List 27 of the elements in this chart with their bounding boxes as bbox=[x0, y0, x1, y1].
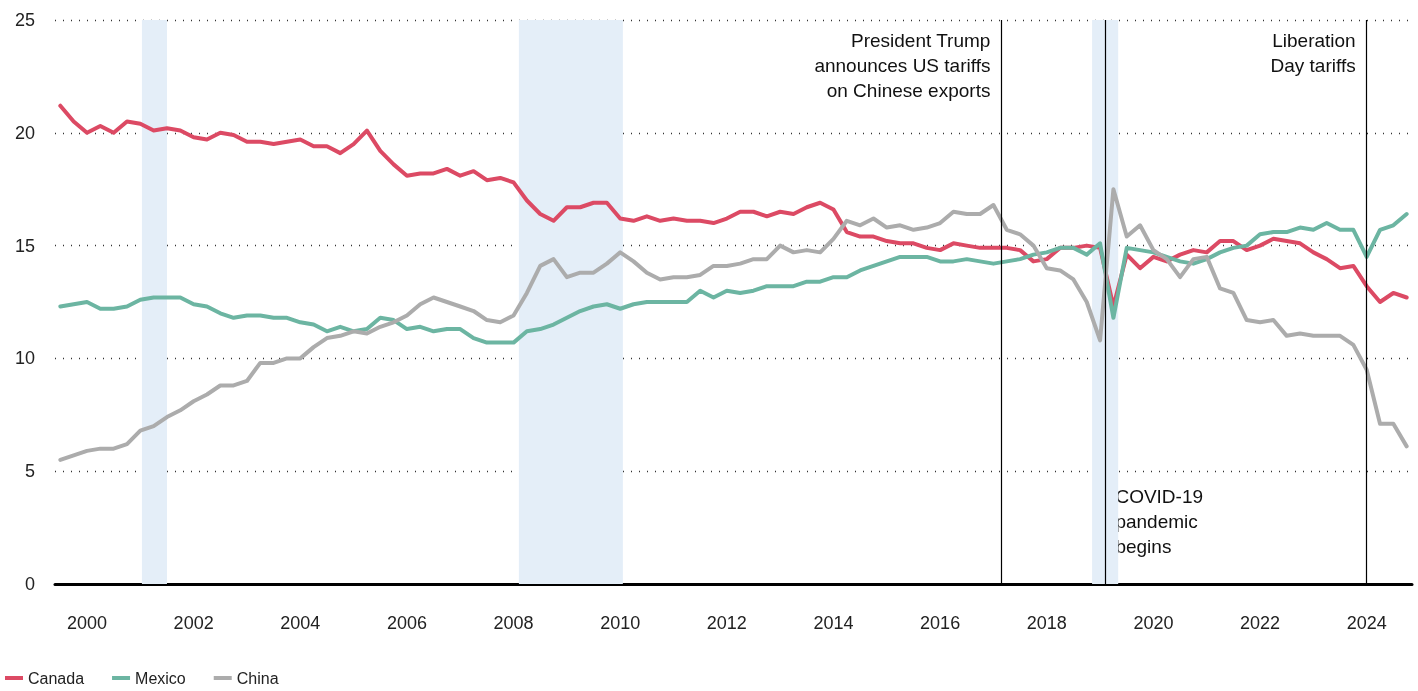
x-tick-label: 2024 bbox=[1346, 613, 1387, 633]
ref-line-label: President Trump announces US tariffs on Chinese exports bbox=[814, 30, 991, 101]
legend-label: China bbox=[236, 669, 279, 687]
x-tick-label: 2000 bbox=[66, 613, 108, 633]
y-tick-label: 5 bbox=[24, 461, 35, 482]
x-tick-label: 2012 bbox=[706, 613, 747, 633]
x-tick-label: 2008 bbox=[493, 613, 534, 633]
x-tick-label: 2016 bbox=[920, 613, 961, 633]
legend-label: Canada bbox=[28, 669, 85, 687]
x-tick-label: 2018 bbox=[1026, 613, 1067, 633]
x-tick-label: 2002 bbox=[173, 613, 214, 633]
y-tick-label: 15 bbox=[14, 235, 35, 256]
x-tick-label: 2014 bbox=[813, 613, 854, 633]
line-series bbox=[58, 187, 1409, 462]
x-tick-label: 2020 bbox=[1133, 613, 1174, 633]
y-tick-label: 10 bbox=[14, 348, 35, 369]
x-tick-label: 2006 bbox=[386, 613, 427, 633]
line-series bbox=[58, 212, 1409, 345]
x-tick-label: 2004 bbox=[280, 613, 321, 633]
y-tick-label: 25 bbox=[14, 10, 35, 30]
x-tick-label: 2022 bbox=[1240, 613, 1281, 633]
y-tick-label: 20 bbox=[14, 122, 35, 143]
y-tick-label: 0 bbox=[24, 574, 35, 594]
line-series bbox=[58, 103, 1409, 309]
ref-line-label: Liberation Day tariffs bbox=[1270, 30, 1356, 76]
x-tick-label: 2010 bbox=[600, 613, 641, 633]
legend-label: Mexico bbox=[135, 669, 186, 687]
